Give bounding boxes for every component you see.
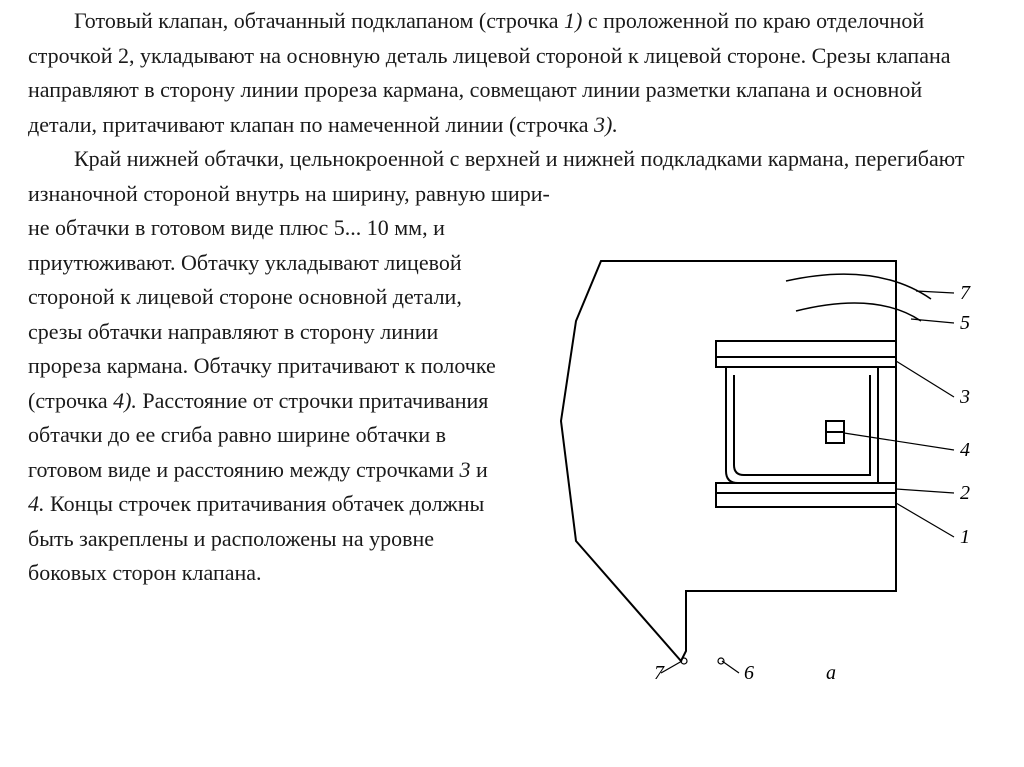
text-column: не обтачки в готовом виде плюс 5... 10 м…	[28, 211, 508, 591]
diagram-label-7b: 7	[654, 662, 665, 684]
italic-ref: 4.	[28, 491, 45, 516]
diagram-label-4: 4	[960, 439, 970, 461]
pocket-flap-diagram: 7 5 3 4 2 1 7 6 а	[526, 221, 996, 691]
figure-column: 7 5 3 4 2 1 7 6 а	[526, 211, 996, 691]
diagram-label-6: 6	[744, 662, 754, 684]
text-run: и	[470, 457, 487, 482]
paragraph-1: Готовый клапан, обтачанный подклапаном (…	[28, 4, 996, 142]
diagram-label-a: а	[826, 662, 836, 684]
text-run: не обтачки в готовом виде плюс 5... 10 м…	[28, 215, 496, 413]
paragraph-2-top: Край нижней обтачки, цельнокроенной с ве…	[28, 142, 996, 211]
italic-ref: 4).	[113, 388, 137, 413]
text-run: Концы строчек притачивания обтачек должн…	[28, 491, 484, 585]
document-page: Готовый клапан, обтачанный подклапаном (…	[0, 0, 1024, 691]
diagram-label-5: 5	[960, 312, 970, 334]
diagram-label-3: 3	[959, 386, 970, 408]
italic-ref: 3	[459, 457, 470, 482]
diagram-label-1: 1	[960, 526, 970, 548]
text-figure-row: не обтачки в готовом виде плюс 5... 10 м…	[28, 211, 996, 691]
text-run: Готовый клапан, обтачанный подклапаном (…	[74, 8, 564, 33]
italic-ref: 1)	[564, 8, 582, 33]
italic-ref: 3).	[594, 112, 618, 137]
paragraph-2-left: не обтачки в готовом виде плюс 5... 10 м…	[28, 211, 508, 591]
diagram-label-7a: 7	[960, 282, 971, 304]
diagram-label-2: 2	[960, 482, 970, 504]
